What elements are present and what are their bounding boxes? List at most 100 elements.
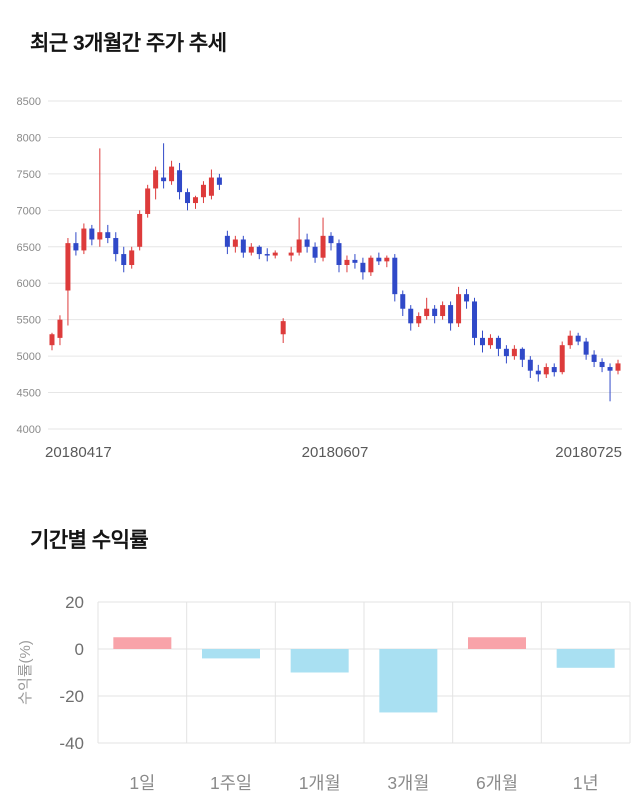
candle: [416, 312, 422, 327]
candle-body: [208, 177, 214, 196]
candle-body: [591, 354, 597, 362]
candle-body: [320, 235, 326, 258]
candle: [137, 210, 143, 251]
price-chart-title: 최근 3개월간 주가 추세: [30, 32, 227, 55]
candle-body: [81, 228, 87, 251]
candle: [264, 248, 270, 262]
candle-body: [280, 321, 286, 335]
period-returns-bar-chart: 20 0 -20 -40 수익률(%) 1일 1주일 1개월 3개월 6개월 1년: [17, 593, 631, 793]
candle: [200, 181, 206, 204]
candle: [432, 305, 438, 324]
candle: [280, 318, 286, 343]
candle-body: [464, 294, 470, 302]
candle-body: [192, 197, 198, 204]
candle-body: [583, 341, 589, 355]
candle: [320, 217, 326, 262]
candle: [535, 364, 541, 382]
y-tick-label: 4000: [17, 424, 41, 436]
candle: [495, 335, 501, 357]
candle-body: [240, 239, 246, 253]
candle: [472, 297, 478, 346]
candle-body: [145, 188, 151, 214]
candle: [464, 289, 470, 309]
return-bar: [113, 637, 172, 649]
candle: [336, 239, 342, 273]
y-tick-label: 7500: [17, 169, 41, 181]
category-label: 1일: [129, 773, 155, 793]
candle: [543, 363, 549, 378]
candle-body: [440, 305, 446, 317]
candle-body: [153, 170, 159, 189]
candle-body: [535, 370, 541, 375]
candle-body: [527, 359, 533, 371]
candle-body: [392, 257, 398, 295]
candle-body: [312, 246, 318, 258]
candle-body: [503, 348, 509, 357]
candle-body: [129, 250, 135, 265]
candle-body: [559, 345, 565, 373]
candle: [511, 345, 517, 360]
category-label: 1개월: [299, 773, 341, 793]
candle: [352, 254, 358, 269]
candle: [113, 232, 119, 262]
candle: [216, 173, 222, 190]
candle: [360, 257, 366, 280]
y-tick-label: 20: [65, 593, 84, 612]
price-candlestick-chart: 4000 4500 5000 5500 6000 6500 7000 7500 8000 8500…: [17, 96, 622, 461]
y-tick-label: 0: [75, 640, 84, 659]
category-label: 1년: [573, 773, 599, 793]
candle: [256, 245, 262, 260]
candle-body: [328, 235, 334, 244]
candle: [105, 224, 111, 244]
y-tick-label: 8000: [17, 132, 41, 144]
category-label: 1주일: [210, 773, 252, 793]
candle-body: [336, 243, 342, 265]
candle: [304, 233, 310, 253]
candle: [503, 345, 509, 364]
candle: [487, 334, 493, 349]
y-tick-label: -40: [59, 734, 84, 753]
candle-body: [344, 259, 350, 265]
candle-body: [543, 367, 549, 375]
candle-body: [137, 213, 143, 247]
candle-body: [511, 348, 517, 357]
candle-body: [288, 252, 294, 256]
candle-body: [615, 363, 621, 371]
candle-body: [360, 262, 366, 273]
candle: [248, 243, 254, 256]
candle: [161, 143, 167, 189]
candle: [615, 359, 621, 375]
y-tick-label: 8500: [17, 96, 41, 108]
y-tick-label: 5500: [17, 315, 41, 327]
candle: [575, 332, 581, 346]
candle-body: [472, 301, 478, 338]
candle-body: [519, 348, 525, 360]
candle-body: [376, 257, 382, 262]
y-axis-label: 수익률(%): [17, 640, 34, 705]
candle: [551, 363, 557, 377]
candle-body: [177, 170, 183, 193]
x-tick-label: 20180607: [302, 444, 369, 461]
candle-body: [495, 337, 501, 349]
candle: [121, 246, 127, 273]
period-returns-section: 기간별 수익률 20 0 -20 -40 수익률(%) 1일 1주일 1개월 3개월 6개월 1년: [0, 467, 640, 810]
candle: [448, 301, 454, 331]
candle-body: [121, 254, 127, 265]
candle-body: [352, 259, 358, 263]
price-trend-section: 최근 3개월간 주가 추세 4000 4500 5000 5500 6000 6500 70…: [17, 32, 622, 461]
candle: [89, 224, 95, 246]
candle: [185, 188, 191, 211]
candle: [440, 301, 446, 320]
candle-body: [161, 177, 167, 182]
candle-body: [296, 239, 302, 253]
candle: [288, 246, 294, 262]
candle-body: [607, 367, 613, 371]
return-bar: [290, 649, 349, 673]
candle-body: [248, 246, 254, 253]
candle: [583, 337, 589, 360]
candle: [177, 162, 183, 200]
return-bar: [379, 649, 438, 713]
candle-body: [479, 337, 485, 346]
candle: [384, 255, 390, 268]
returns-chart-title: 기간별 수익률: [30, 529, 149, 552]
